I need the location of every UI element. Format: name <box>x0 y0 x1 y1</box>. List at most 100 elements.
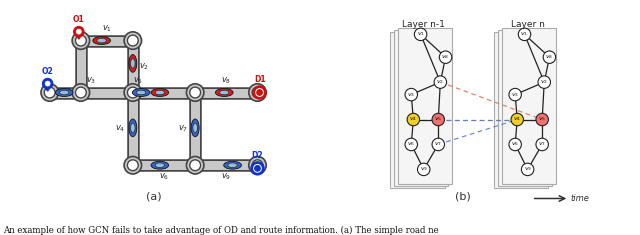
Circle shape <box>518 28 531 41</box>
Circle shape <box>124 32 141 49</box>
Ellipse shape <box>97 38 106 43</box>
Circle shape <box>76 87 86 98</box>
Text: $v_{2}$: $v_{2}$ <box>436 78 444 86</box>
Circle shape <box>252 87 263 98</box>
Polygon shape <box>45 87 51 91</box>
Text: time: time <box>570 194 589 203</box>
Circle shape <box>124 157 141 174</box>
FancyBboxPatch shape <box>398 28 452 184</box>
Text: $v_{8}$: $v_{8}$ <box>545 53 554 61</box>
Circle shape <box>257 90 262 95</box>
Ellipse shape <box>151 89 169 96</box>
Ellipse shape <box>131 59 135 68</box>
Circle shape <box>405 138 417 151</box>
Text: $v_{5}$: $v_{5}$ <box>538 116 546 123</box>
Text: O1: O1 <box>73 15 84 24</box>
Circle shape <box>509 88 522 101</box>
Circle shape <box>432 113 445 126</box>
Text: An example of how GCN fails to take advantage of OD and route information. (a) T: An example of how GCN fails to take adva… <box>3 226 439 235</box>
Circle shape <box>127 160 138 171</box>
Text: D1: D1 <box>254 75 266 84</box>
Ellipse shape <box>60 90 69 95</box>
Circle shape <box>536 138 548 151</box>
FancyBboxPatch shape <box>502 28 556 184</box>
Circle shape <box>417 163 430 176</box>
Text: $v_{8}$: $v_{8}$ <box>221 76 232 86</box>
Circle shape <box>405 88 417 101</box>
Ellipse shape <box>220 90 229 95</box>
FancyBboxPatch shape <box>390 32 445 188</box>
Ellipse shape <box>191 119 199 137</box>
Circle shape <box>439 51 452 63</box>
Circle shape <box>255 166 260 171</box>
Text: $v_{8}$: $v_{8}$ <box>442 53 450 61</box>
Ellipse shape <box>132 89 150 96</box>
Text: Layer n: Layer n <box>511 20 545 29</box>
Text: $v_{6}$: $v_{6}$ <box>159 171 169 182</box>
Text: $v_{9}$: $v_{9}$ <box>524 165 532 173</box>
Circle shape <box>249 84 266 101</box>
Circle shape <box>72 32 90 49</box>
Text: D2: D2 <box>252 151 263 160</box>
Text: O2: O2 <box>42 67 54 76</box>
Text: $v_{5}$: $v_{5}$ <box>133 76 143 86</box>
Ellipse shape <box>224 161 241 169</box>
Text: $v_{4}$: $v_{4}$ <box>115 124 125 134</box>
Circle shape <box>45 81 50 86</box>
Polygon shape <box>76 35 81 39</box>
Text: $v_{1}$: $v_{1}$ <box>102 24 112 34</box>
Text: $v_{7}$: $v_{7}$ <box>177 124 188 134</box>
Text: $v_{3}$: $v_{3}$ <box>511 91 519 98</box>
Text: $v_{9}$: $v_{9}$ <box>420 165 428 173</box>
Circle shape <box>189 87 200 98</box>
Circle shape <box>434 76 447 88</box>
Text: (b): (b) <box>455 192 471 201</box>
Ellipse shape <box>56 89 73 96</box>
Ellipse shape <box>228 163 237 168</box>
Text: $v_{1}$: $v_{1}$ <box>417 30 425 38</box>
Circle shape <box>253 87 266 98</box>
Ellipse shape <box>151 161 169 169</box>
Circle shape <box>414 28 427 41</box>
Circle shape <box>538 76 550 88</box>
Text: $v_{9}$: $v_{9}$ <box>221 171 232 182</box>
Circle shape <box>536 113 548 126</box>
FancyBboxPatch shape <box>494 32 548 188</box>
Text: $v_{7}$: $v_{7}$ <box>538 141 546 149</box>
Circle shape <box>72 84 90 101</box>
Ellipse shape <box>155 163 164 168</box>
Ellipse shape <box>136 90 146 95</box>
Circle shape <box>522 163 534 176</box>
Text: $v_{6}$: $v_{6}$ <box>407 141 415 149</box>
Circle shape <box>189 160 200 171</box>
Text: $v_{2}$: $v_{2}$ <box>139 61 149 72</box>
Text: $v_{1}$: $v_{1}$ <box>520 30 529 38</box>
Circle shape <box>127 87 138 98</box>
Circle shape <box>432 138 445 151</box>
Circle shape <box>127 35 138 46</box>
Ellipse shape <box>131 123 135 133</box>
Ellipse shape <box>129 55 137 72</box>
Ellipse shape <box>129 119 137 137</box>
Ellipse shape <box>216 89 233 96</box>
Text: $v_{4}$: $v_{4}$ <box>409 116 417 123</box>
Circle shape <box>509 138 522 151</box>
Circle shape <box>543 51 556 63</box>
Circle shape <box>252 163 263 174</box>
Circle shape <box>124 84 141 101</box>
Circle shape <box>42 78 53 89</box>
Text: $v_{3}$: $v_{3}$ <box>86 76 97 86</box>
Text: $v_{4}$: $v_{4}$ <box>513 116 522 123</box>
Circle shape <box>407 113 420 126</box>
Circle shape <box>186 157 204 174</box>
Circle shape <box>44 87 55 98</box>
Circle shape <box>511 113 524 126</box>
Circle shape <box>252 160 263 171</box>
Text: $v_{6}$: $v_{6}$ <box>511 141 519 149</box>
Ellipse shape <box>93 37 111 44</box>
FancyBboxPatch shape <box>394 30 448 186</box>
FancyBboxPatch shape <box>498 30 552 186</box>
Circle shape <box>76 29 81 34</box>
Ellipse shape <box>193 123 198 133</box>
Circle shape <box>249 157 266 174</box>
